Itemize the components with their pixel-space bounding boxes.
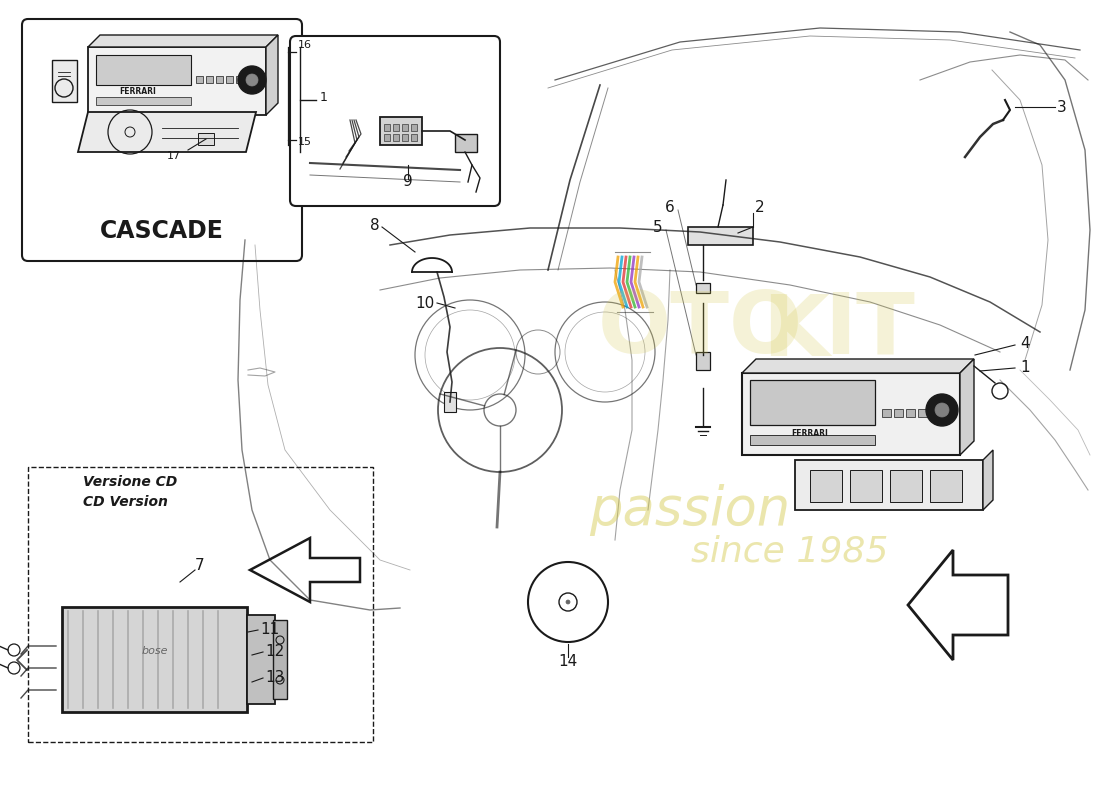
Bar — [236, 76, 243, 83]
Bar — [696, 283, 710, 293]
Text: OTO: OTO — [597, 289, 803, 371]
Bar — [62, 607, 248, 712]
Text: 8: 8 — [371, 218, 380, 233]
Bar — [384, 134, 390, 141]
Polygon shape — [960, 359, 974, 455]
Text: passion: passion — [590, 484, 791, 536]
Polygon shape — [266, 35, 278, 115]
Bar — [226, 76, 233, 83]
Text: CASCADE: CASCADE — [100, 219, 224, 243]
Polygon shape — [983, 450, 993, 510]
Bar — [750, 435, 874, 445]
Text: 10: 10 — [416, 295, 434, 310]
Polygon shape — [742, 359, 974, 373]
Bar — [810, 470, 842, 502]
Bar — [393, 134, 399, 141]
Text: 17: 17 — [167, 151, 182, 161]
Bar — [444, 392, 456, 412]
Text: 15: 15 — [298, 137, 312, 147]
Bar — [402, 134, 408, 141]
Text: 11: 11 — [260, 622, 279, 638]
Text: K: K — [761, 290, 828, 374]
Bar — [850, 470, 882, 502]
Text: FERRARI: FERRARI — [792, 429, 828, 438]
Text: 9: 9 — [403, 174, 412, 190]
Polygon shape — [88, 35, 278, 47]
Circle shape — [238, 66, 266, 94]
Bar — [411, 134, 417, 141]
Bar — [379, 117, 422, 145]
Bar — [248, 615, 275, 704]
Bar — [750, 380, 874, 425]
Bar — [88, 47, 266, 115]
Bar — [890, 470, 922, 502]
Bar — [198, 133, 214, 145]
Bar — [918, 409, 927, 417]
Bar — [795, 460, 983, 510]
Bar — [96, 97, 191, 105]
Text: 1: 1 — [1020, 361, 1030, 375]
Bar — [411, 124, 417, 131]
Circle shape — [246, 74, 258, 86]
Text: 1: 1 — [320, 91, 328, 104]
Bar — [28, 467, 373, 742]
Bar — [930, 409, 939, 417]
Text: bose: bose — [141, 646, 167, 657]
Bar — [206, 76, 213, 83]
Bar — [688, 227, 754, 245]
Polygon shape — [250, 538, 360, 602]
Bar — [393, 124, 399, 131]
Circle shape — [926, 394, 958, 426]
Bar — [894, 409, 903, 417]
Bar — [882, 409, 891, 417]
Text: 3: 3 — [1057, 99, 1067, 114]
Text: CD Version: CD Version — [82, 495, 168, 509]
Text: FERRARI: FERRARI — [120, 87, 156, 97]
Bar — [273, 620, 287, 699]
Bar — [742, 373, 960, 455]
Bar — [52, 60, 77, 102]
Bar — [696, 352, 710, 370]
Text: since 1985: since 1985 — [691, 535, 889, 569]
Text: 14: 14 — [559, 654, 578, 670]
FancyBboxPatch shape — [22, 19, 302, 261]
Circle shape — [566, 600, 570, 604]
Bar — [455, 134, 477, 152]
Text: 4: 4 — [1020, 335, 1030, 350]
Bar — [930, 470, 962, 502]
Bar — [402, 124, 408, 131]
Text: 5: 5 — [653, 219, 663, 234]
Text: IT: IT — [825, 289, 915, 371]
Text: 13: 13 — [265, 670, 285, 686]
FancyBboxPatch shape — [290, 36, 500, 206]
Text: 12: 12 — [265, 645, 284, 659]
Text: 16: 16 — [298, 40, 312, 50]
Polygon shape — [78, 112, 256, 152]
Text: 6: 6 — [666, 199, 675, 214]
Text: Versione CD: Versione CD — [82, 475, 177, 489]
Bar — [906, 409, 915, 417]
Polygon shape — [908, 550, 1008, 660]
Bar — [384, 124, 390, 131]
Circle shape — [935, 403, 949, 417]
Bar — [196, 76, 204, 83]
Bar — [96, 55, 191, 85]
Bar — [216, 76, 223, 83]
Bar — [246, 76, 253, 83]
Text: 7: 7 — [195, 558, 205, 573]
Text: 2: 2 — [756, 199, 764, 214]
